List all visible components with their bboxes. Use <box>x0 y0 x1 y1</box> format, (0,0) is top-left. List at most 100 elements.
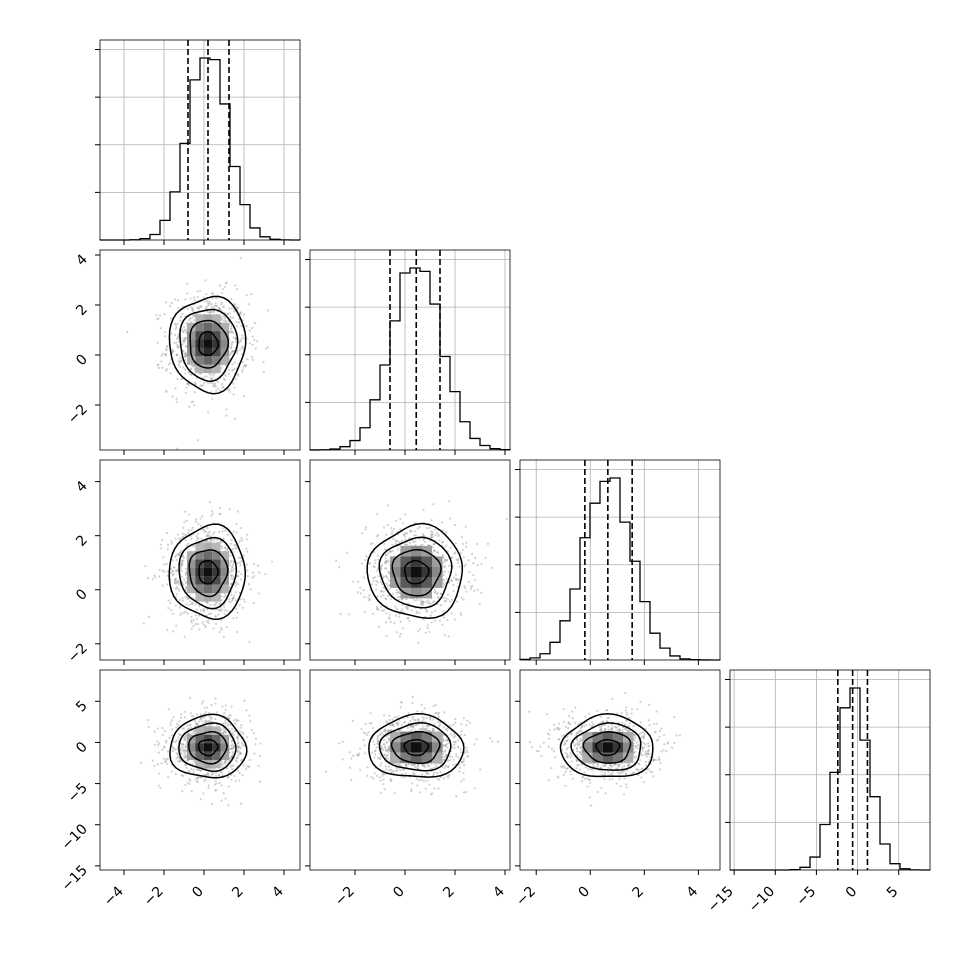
scatter-point <box>460 723 463 726</box>
scatter-point <box>568 714 571 718</box>
scatter-point <box>419 603 422 606</box>
scatter-panel-4-3 <box>519 669 721 871</box>
scatter-point <box>610 765 613 768</box>
panel-frame <box>99 459 301 661</box>
scatter-point <box>426 779 429 783</box>
scatter-point <box>228 330 231 333</box>
scatter-point <box>625 711 628 715</box>
scatter-point <box>447 776 450 779</box>
scatter-point <box>413 719 416 722</box>
scatter-point <box>414 534 417 537</box>
scatter-point <box>486 542 490 545</box>
scatter-point <box>241 606 244 609</box>
scatter-point <box>174 604 178 607</box>
scatter-point <box>387 729 390 733</box>
scatter-point <box>197 522 200 525</box>
scatter-point <box>239 256 243 260</box>
density-cell <box>195 751 204 760</box>
scatter-point <box>233 730 236 733</box>
scatter-point <box>206 534 210 538</box>
scatter-point <box>182 583 185 587</box>
density-cell <box>220 551 229 560</box>
scatter-point <box>211 292 214 295</box>
scatter-point <box>242 337 246 340</box>
histogram-step <box>100 57 301 241</box>
density-cell <box>203 331 213 340</box>
scatter-point <box>432 729 435 732</box>
scatter-point <box>388 714 391 717</box>
scatter-point <box>633 739 636 742</box>
scatter-point <box>158 772 161 775</box>
scatter-point <box>183 635 186 638</box>
scatter-point <box>270 560 274 563</box>
scatter-point <box>182 340 185 343</box>
scatter-point <box>457 578 460 582</box>
scatter-point <box>228 368 231 371</box>
scatter-point <box>236 510 240 513</box>
scatter-point <box>561 766 564 769</box>
scatter-point <box>166 574 169 577</box>
scatter-point <box>153 764 156 768</box>
density-cell <box>212 339 221 348</box>
scatter-point <box>382 729 386 733</box>
scatter-point <box>395 631 398 634</box>
scatter-point <box>386 577 389 580</box>
scatter-point <box>181 313 184 316</box>
scatter-point <box>192 730 196 733</box>
scatter-point <box>384 749 387 752</box>
scatter-point <box>453 743 456 747</box>
scatter-point <box>402 522 405 525</box>
scatter-point <box>223 609 226 612</box>
scatter-point <box>412 772 415 775</box>
scatter-point <box>465 590 468 593</box>
scatter-point <box>256 340 259 343</box>
scatter-point <box>214 702 217 705</box>
scatter-point <box>206 773 209 776</box>
scatter-point <box>640 731 643 735</box>
scatter-point <box>244 365 248 368</box>
scatter-point <box>432 718 435 721</box>
scatter-point <box>242 395 246 398</box>
scatter-point <box>221 305 225 308</box>
scatter-point <box>394 605 397 608</box>
scatter-point <box>453 618 456 621</box>
scatter-point <box>375 535 379 538</box>
scatter-point <box>231 363 234 366</box>
scatter-point <box>151 578 154 581</box>
scatter-point <box>232 530 235 533</box>
density-cell <box>411 752 422 764</box>
scatter-point <box>406 715 409 719</box>
scatter-point <box>175 726 178 729</box>
scatter-point <box>222 319 225 322</box>
scatter-point <box>208 720 211 723</box>
scatter-point <box>462 757 465 761</box>
scatter-point <box>421 532 424 536</box>
scatter-point <box>163 745 166 748</box>
scatter-point <box>431 533 434 537</box>
scatter-point <box>388 739 391 742</box>
scatter-point <box>220 799 223 802</box>
scatter-point <box>165 531 169 535</box>
scatter-point <box>411 701 414 704</box>
scatter-point <box>380 761 383 765</box>
scatter-point <box>405 597 408 601</box>
scatter-point <box>384 561 387 564</box>
scatter-point <box>431 792 434 795</box>
scatter-point <box>207 531 210 535</box>
scatter-point <box>444 599 447 603</box>
scatter-point <box>452 576 455 579</box>
scatter-point <box>384 557 387 560</box>
scatter-point <box>432 773 435 776</box>
scatter-point <box>231 569 234 572</box>
scatter-point <box>374 576 377 579</box>
scatter-point <box>196 723 200 726</box>
scatter-point <box>208 530 211 534</box>
scatter-point <box>362 576 366 579</box>
scatter-point <box>433 588 436 591</box>
scatter-point <box>456 600 459 603</box>
scatter-point <box>186 732 190 735</box>
panel-plot-area <box>126 256 270 450</box>
scatter-point <box>452 758 455 761</box>
scatter-point <box>453 733 456 736</box>
scatter-point <box>410 788 413 791</box>
